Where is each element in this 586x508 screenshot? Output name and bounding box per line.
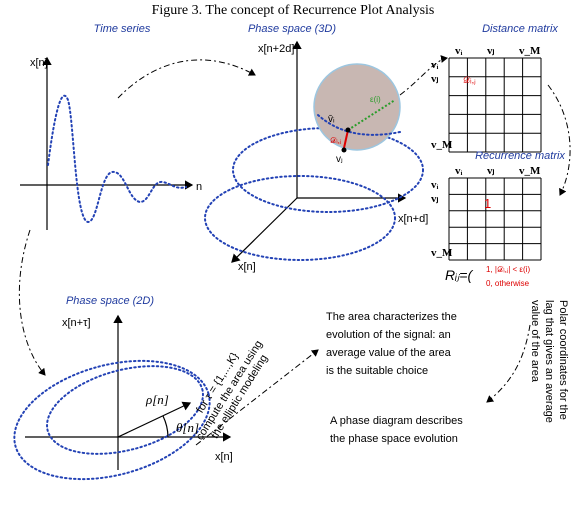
angle: [162, 415, 169, 438]
axis-label: n: [196, 181, 202, 193]
point: [341, 147, 347, 153]
radius: [347, 99, 396, 131]
formula-case: 1, |𝒟ᵢ,ⱼ| < ε(i): [486, 265, 530, 274]
signal: [47, 94, 187, 224]
area-text: The area characterizes the: [326, 311, 457, 323]
polar-text: value of the area: [529, 300, 541, 383]
area-text: average value of the area: [326, 347, 452, 359]
trajectory: [46, 365, 204, 455]
epsilon-label: ε(i): [370, 95, 381, 104]
polar-text: lag that gives an average: [543, 300, 555, 423]
trajectory: [317, 114, 401, 136]
phase-text: the phase space evolution: [330, 433, 458, 445]
arrow: [18, 229, 46, 376]
trajectory: [232, 127, 424, 213]
trajectory: [13, 359, 211, 481]
row-label: v_M: [431, 247, 453, 259]
area-text: is the suitable choice: [326, 365, 428, 377]
panel-label: Phase space (2D): [66, 295, 154, 307]
cell-label: 1: [484, 196, 491, 211]
trajectory: [204, 175, 396, 261]
arrow: [117, 59, 256, 99]
neighborhood: [313, 63, 401, 151]
phase-text: A phase diagram describes: [330, 415, 463, 427]
arrow: [195, 349, 319, 446]
panel-label: Recurrence matrix: [475, 150, 565, 162]
rho-label: ρ[n]: [145, 392, 169, 407]
column-label: vⱼ: [487, 165, 495, 177]
row-label: vⱼ: [431, 73, 439, 85]
matrix-grid: vᵢ vⱼ v_M vᵢ vⱼ v_M: [431, 165, 542, 261]
axis-label: x[n+d]: [398, 213, 428, 225]
area-text: evolution of the signal: an: [326, 329, 451, 341]
row-label: vⱼ: [431, 193, 439, 205]
cell-label: 𝒟ᵢ,ⱼ: [463, 75, 476, 85]
panel-label: Time series: [94, 23, 151, 35]
axis-label: x[n]: [215, 451, 233, 463]
column-label: vᵢ: [455, 45, 463, 57]
distance-label: 𝒟ᵢ,ⱼ: [330, 136, 341, 145]
column-label: vⱼ: [487, 45, 495, 57]
row-label: vᵢ: [431, 179, 439, 191]
arrow: [486, 324, 531, 403]
vector-label: vⱼ: [336, 154, 343, 165]
row-label: v_M: [431, 139, 453, 151]
column-label: vᵢ: [455, 165, 463, 177]
arrow: [547, 84, 571, 196]
panel-label: Phase space (3D): [248, 23, 336, 35]
arrow: [399, 55, 448, 96]
polar-text: Polar coordinates for the: [557, 300, 569, 420]
axis-label: x[n]: [30, 57, 48, 69]
formula-case: 0, otherwise: [486, 279, 530, 288]
point: [345, 127, 351, 133]
axis-label: x[n]: [238, 261, 256, 273]
distance: [343, 129, 349, 149]
column-label: v_M: [519, 45, 541, 57]
theta-label: θ[n]: [176, 420, 199, 435]
column-label: v_M: [519, 165, 541, 177]
figure-title: Figure 3. The concept of Recurrence Plot…: [152, 3, 435, 18]
formula-lhs: Rᵢⱼ=(: [445, 267, 473, 283]
panel-label: Distance matrix: [482, 23, 558, 35]
vector-label: v̄ᵢ: [328, 114, 335, 125]
axis-label: x[n+τ]: [62, 317, 91, 329]
axis-label: x[n+2d]: [258, 43, 294, 55]
radius: [117, 401, 192, 438]
